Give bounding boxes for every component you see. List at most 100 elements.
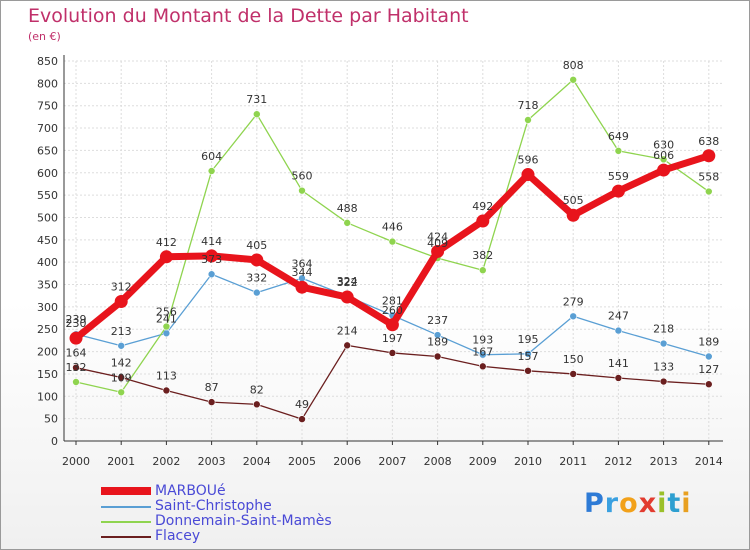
- data-point: [343, 219, 352, 227]
- data-label: 324: [337, 275, 358, 288]
- data-point: [521, 168, 535, 182]
- data-label: 718: [518, 99, 539, 112]
- data-label: 247: [608, 310, 629, 323]
- data-point: [207, 398, 216, 406]
- data-point: [524, 116, 532, 124]
- data-point: [478, 266, 487, 275]
- data-point: [702, 149, 716, 163]
- data-label: 488: [337, 202, 358, 215]
- data-label: 630: [653, 138, 674, 151]
- data-label: 281: [382, 294, 403, 307]
- data-label: 109: [111, 371, 132, 384]
- data-point: [69, 331, 83, 345]
- x-tick-label: 2012: [604, 455, 632, 468]
- data-label: 237: [427, 314, 448, 327]
- y-tick-label: 400: [37, 256, 58, 269]
- data-label: 113: [156, 369, 177, 382]
- data-point: [162, 322, 171, 331]
- data-label: 414: [201, 235, 222, 248]
- y-tick-label: 550: [37, 189, 58, 202]
- y-tick-label: 0: [51, 435, 58, 448]
- data-point: [524, 367, 532, 375]
- data-label: 189: [427, 336, 448, 349]
- data-label: 596: [518, 154, 539, 167]
- data-point: [117, 373, 125, 382]
- y-tick-label: 250: [37, 323, 58, 336]
- data-label: 132: [66, 361, 87, 374]
- y-tick-label: 150: [37, 368, 58, 381]
- data-label: 382: [472, 249, 493, 262]
- data-label: 649: [608, 130, 629, 143]
- data-label: 141: [608, 357, 629, 370]
- data-point: [117, 388, 125, 397]
- data-label: 364: [292, 257, 313, 270]
- data-label: 239: [66, 313, 87, 326]
- x-tick-label: 2001: [107, 455, 135, 468]
- y-tick-label: 600: [37, 167, 58, 180]
- data-point: [476, 214, 490, 228]
- legend-swatch: [101, 521, 151, 523]
- data-point: [614, 326, 623, 335]
- y-tick-label: 800: [37, 77, 58, 90]
- x-tick-label: 2010: [514, 455, 542, 468]
- data-label: 322: [337, 276, 358, 289]
- y-tick-label: 200: [37, 346, 58, 359]
- data-point: [388, 237, 397, 246]
- data-label: 150: [563, 353, 584, 366]
- data-point: [72, 378, 80, 386]
- x-tick-label: 2014: [695, 455, 723, 468]
- data-label: 167: [472, 345, 493, 358]
- x-tick-label: 2011: [559, 455, 587, 468]
- data-label: 492: [472, 200, 493, 213]
- x-tick-label: 2006: [333, 455, 361, 468]
- data-label: 213: [111, 325, 132, 338]
- data-point: [72, 363, 80, 372]
- data-label: 405: [246, 239, 267, 252]
- data-label: 312: [111, 281, 132, 294]
- data-label: 197: [382, 332, 403, 345]
- data-point: [295, 280, 309, 294]
- x-tick-label: 2004: [243, 455, 271, 468]
- data-label: 82: [250, 383, 264, 396]
- data-point: [569, 370, 578, 378]
- y-tick-label: 50: [44, 413, 58, 426]
- data-label: 638: [698, 135, 719, 148]
- data-point: [566, 208, 580, 222]
- data-point: [298, 415, 306, 423]
- data-point: [478, 362, 487, 371]
- proxiti-logo[interactable]: Proxiti: [584, 488, 692, 519]
- data-point: [433, 331, 442, 339]
- data-label: 560: [292, 170, 313, 183]
- data-point: [385, 318, 399, 332]
- data-label: 133: [653, 361, 674, 374]
- data-label: 164: [66, 347, 87, 360]
- y-tick-label: 650: [37, 144, 58, 157]
- legend-label: Donnemain-Saint-Mamès: [155, 513, 332, 529]
- data-label: 230: [66, 317, 87, 330]
- data-point: [388, 349, 397, 357]
- y-tick-label: 750: [37, 100, 58, 113]
- data-label: 332: [246, 272, 267, 285]
- data-point: [159, 250, 173, 264]
- legend-label: MARBOUé: [155, 483, 226, 499]
- data-point: [704, 352, 713, 361]
- x-tick-label: 2002: [152, 455, 180, 468]
- x-tick-label: 2003: [198, 455, 226, 468]
- data-label: 446: [382, 221, 403, 234]
- data-label: 606: [653, 149, 674, 162]
- unit-label: (en €): [28, 30, 61, 43]
- y-tick-label: 350: [37, 279, 58, 292]
- legend-label: Flacey: [155, 528, 201, 544]
- data-point: [614, 147, 623, 155]
- x-tick-label: 2005: [288, 455, 316, 468]
- data-label: 558: [698, 171, 719, 184]
- data-point: [298, 186, 306, 195]
- data-label: 808: [563, 59, 584, 72]
- y-tick-label: 450: [37, 234, 58, 247]
- x-tick-label: 2008: [424, 455, 452, 468]
- data-label: 505: [563, 194, 584, 207]
- data-point: [569, 312, 578, 321]
- y-tick-label: 500: [37, 211, 58, 224]
- data-point: [253, 400, 261, 409]
- data-label: 279: [563, 295, 584, 308]
